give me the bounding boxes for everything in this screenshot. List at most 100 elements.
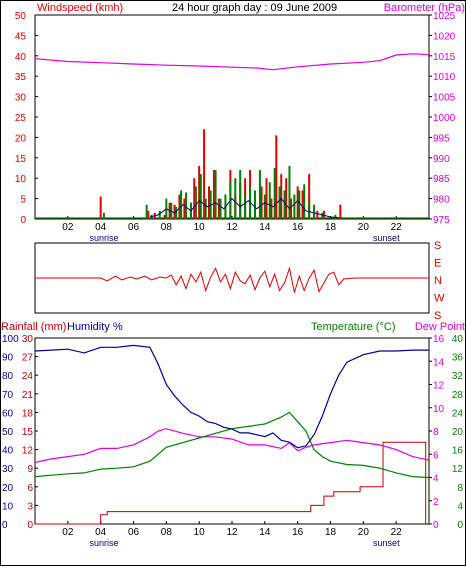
wind-y-tick-label: 0 bbox=[20, 215, 26, 226]
wind-average-bar bbox=[334, 214, 337, 219]
rainfall-tick-label: 30 bbox=[22, 334, 34, 345]
wind-gust-bar bbox=[147, 210, 150, 219]
dew-point-axis-label: Dew Point bbox=[415, 321, 465, 333]
baro-y-tick-label: 985 bbox=[433, 174, 450, 185]
rainfall-tick-label: 24 bbox=[22, 371, 34, 382]
baro-y-tick-label: 1010 bbox=[433, 72, 456, 83]
wind-y-tick-label: 15 bbox=[15, 154, 27, 165]
wind-y-tick-label: 5 bbox=[20, 195, 26, 206]
wind-gust-bar bbox=[285, 178, 288, 219]
wind-y-tick-label: 40 bbox=[15, 52, 27, 63]
wind-average-bar bbox=[199, 174, 202, 219]
wind-average-bar bbox=[303, 184, 306, 219]
wind-average-bar bbox=[308, 202, 311, 219]
wind-gust-bar bbox=[163, 214, 166, 219]
temp-x-tick-label: 12 bbox=[226, 527, 238, 538]
wind-average-bar bbox=[283, 190, 286, 219]
humidity-tick-label: 90 bbox=[2, 353, 14, 364]
wind-gust-bar bbox=[203, 129, 206, 219]
rainfall-tick-label: 9 bbox=[27, 464, 33, 475]
temperature-tick-label: 8 bbox=[457, 483, 463, 494]
barometer-axis-label: Barometer (hPa) bbox=[384, 2, 465, 14]
temperature-axis-label: Temperature (°C) bbox=[311, 321, 395, 333]
temperature-tick-label: 28 bbox=[452, 390, 464, 401]
wind-axis-label: Windspeed (kmh) bbox=[37, 2, 123, 14]
baro-y-tick-label: 980 bbox=[433, 195, 450, 206]
temperature-tick-label: 0 bbox=[457, 520, 463, 531]
wind-x-tick-label: 02 bbox=[62, 222, 74, 233]
wind-average-bar bbox=[214, 170, 217, 219]
wind-gust-bar bbox=[208, 186, 211, 219]
rainfall-tick-label: 0 bbox=[27, 520, 33, 531]
wind-gust-bar bbox=[260, 186, 263, 219]
wind-gust-bar bbox=[183, 198, 186, 219]
wind-y-tick-label: 45 bbox=[15, 31, 27, 42]
wind-gust-bar bbox=[308, 174, 311, 219]
temp-x-tick-label: 02 bbox=[62, 527, 74, 538]
wind-y-tick-label: 30 bbox=[15, 93, 27, 104]
humidity-tick-label: 20 bbox=[2, 483, 14, 494]
wind-gust-bar bbox=[99, 196, 102, 219]
rainfall-tick-label: 3 bbox=[27, 501, 33, 512]
dew-point-tick-label: 8 bbox=[433, 427, 439, 438]
wind-x-tick-label: 12 bbox=[226, 222, 238, 233]
dew-point-tick-label: 4 bbox=[433, 474, 439, 485]
dew-point-tick-label: 12 bbox=[433, 381, 445, 392]
wind-average-bar bbox=[102, 212, 105, 219]
wind-y-tick-label: 50 bbox=[15, 11, 27, 22]
temp-x-tick-label: 22 bbox=[391, 527, 403, 538]
dew-point-tick-label: 14 bbox=[433, 357, 445, 368]
wind-gust-bar bbox=[296, 186, 299, 219]
temperature-line bbox=[34, 411, 430, 479]
graph-title: 24 hour graph day : 09 June 2009 bbox=[172, 2, 337, 14]
wind-x-tick-label: 20 bbox=[358, 222, 370, 233]
wind-gust-bar bbox=[339, 204, 342, 219]
rainfall-tick-label: 27 bbox=[22, 353, 34, 364]
temp-x-tick-label: 14 bbox=[259, 527, 271, 538]
dew-point-tick-label: 2 bbox=[433, 497, 439, 508]
dew-point-tick-label: 0 bbox=[433, 520, 439, 531]
temp-x-tick-label: 18 bbox=[325, 527, 337, 538]
wind-gust-bar bbox=[280, 174, 283, 219]
wind-average-bar bbox=[263, 194, 266, 219]
wind-x-tick-label: 08 bbox=[161, 222, 173, 233]
humidity-axis-label: Humidity % bbox=[67, 321, 123, 333]
wind-average-bar bbox=[253, 190, 256, 219]
wind-average-bar bbox=[194, 186, 197, 219]
temp-humidity-panel: 0102030405060708090100036912151821242730… bbox=[2, 334, 463, 548]
wind-plot-area bbox=[34, 14, 430, 220]
wind-x-tick-label: 18 bbox=[325, 222, 337, 233]
wind-gust-bar bbox=[198, 165, 201, 219]
wind-y-tick-label: 35 bbox=[15, 72, 27, 83]
rainfall-tick-label: 18 bbox=[22, 408, 34, 419]
baro-y-tick-label: 975 bbox=[433, 215, 450, 226]
wind-x-tick-label: 16 bbox=[292, 222, 304, 233]
wind-average-bar bbox=[180, 190, 183, 219]
direction-axis-label: N bbox=[434, 275, 442, 287]
wind-direction-line bbox=[35, 266, 429, 293]
wind-average-bar bbox=[204, 198, 207, 219]
humidity-tick-label: 10 bbox=[2, 501, 14, 512]
temperature-tick-label: 36 bbox=[452, 353, 464, 364]
direction-axis-label: E bbox=[434, 258, 441, 270]
wind-average-bar bbox=[298, 190, 301, 219]
temperature-tick-label: 4 bbox=[457, 501, 463, 512]
temp-x-tick-label: 20 bbox=[358, 527, 370, 538]
wind-speed-line bbox=[149, 197, 339, 219]
temperature-tick-label: 12 bbox=[452, 464, 464, 475]
temperature-tick-label: 40 bbox=[452, 334, 464, 345]
wind-average-bar bbox=[244, 194, 247, 219]
wind-gust-bar bbox=[217, 198, 220, 219]
wind-sunrise-label: sunrise bbox=[89, 233, 118, 243]
baro-y-tick-label: 1015 bbox=[433, 52, 456, 63]
wind-x-tick-label: 14 bbox=[259, 222, 271, 233]
humidity-tick-label: 40 bbox=[2, 446, 14, 457]
wind-x-tick-label: 06 bbox=[128, 222, 140, 233]
temperature-tick-label: 20 bbox=[452, 427, 464, 438]
rainfall-axis-label: Rainfall (mm) bbox=[1, 321, 66, 333]
temp-x-tick-label: 06 bbox=[128, 527, 140, 538]
wind-average-bar bbox=[321, 212, 324, 219]
wind-average-bar bbox=[239, 170, 242, 219]
wind-sunset-label: sunset bbox=[373, 233, 400, 243]
